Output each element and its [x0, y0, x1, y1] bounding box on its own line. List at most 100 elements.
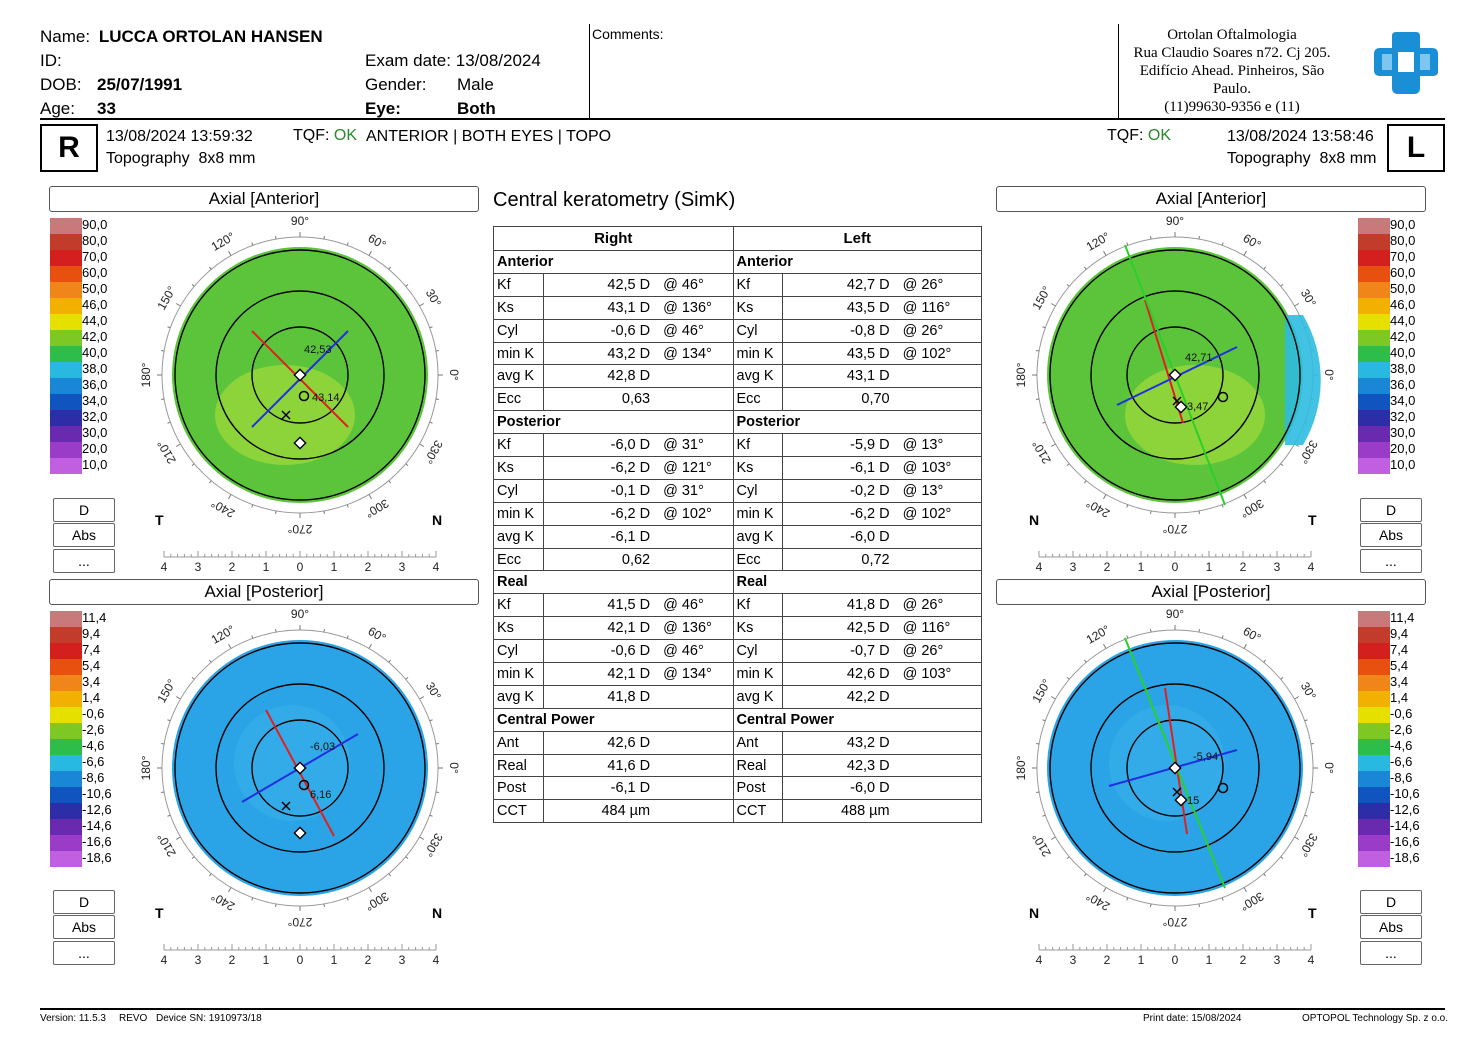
apex-marker	[1168, 761, 1182, 775]
dial-tick	[1036, 743, 1040, 745]
simk-row: Kf -6,0 D @ 31° Kf -5,9 D @ 13°	[493, 433, 982, 458]
scale-step: 36,0	[1358, 377, 1438, 394]
simk-cell: @ 136°	[653, 295, 734, 320]
dial-tick	[1221, 897, 1224, 901]
right-posterior-topography-map[interactable]: 90° 60° 30° 0° 330° 300° 270° 240° 210° 180° 150° 1…	[130, 603, 470, 973]
simk-cell: -6,0 D	[542, 433, 654, 458]
scale-step: 9,4	[1358, 626, 1438, 643]
vertex-marker	[281, 801, 291, 811]
right-anterior-d-button[interactable]: D	[53, 498, 115, 522]
ruler-label: 1	[263, 560, 270, 574]
ruler-label: 0	[1172, 560, 1179, 574]
simk-cell	[653, 524, 734, 549]
left-anterior-more-button[interactable]: ...	[1360, 549, 1422, 573]
right-posterior-map-title: Axial [Posterior]	[49, 579, 479, 605]
dial-tick	[1042, 814, 1046, 817]
scale-swatch	[50, 691, 82, 707]
left-anterior-d-button[interactable]: D	[1360, 498, 1422, 522]
simk-cell	[892, 547, 982, 572]
scale-swatch	[1358, 282, 1390, 298]
simk-cell: CCT	[732, 799, 784, 824]
dial-tick	[1066, 283, 1070, 287]
simk-cell: @ 134°	[653, 662, 734, 686]
right-anterior-abs-button[interactable]: Abs	[53, 523, 115, 547]
scale-label: -12,6	[1390, 802, 1420, 817]
simk-cell: 0,63	[542, 387, 654, 412]
angle-label: 0°	[1322, 369, 1336, 381]
simk-cell: Cyl	[732, 318, 784, 343]
left-posterior-d-button[interactable]: D	[1360, 890, 1422, 914]
zone-ring	[1126, 719, 1224, 817]
simk-cell: min K	[493, 341, 544, 366]
right-anterior-more-button[interactable]: ...	[53, 549, 115, 573]
scale-step: 20,0	[50, 441, 130, 458]
right-posterior-abs-button[interactable]: Abs	[53, 915, 115, 939]
simk-cell: -6,0 D	[782, 776, 893, 801]
footer-company: OPTOPOL Technology Sp. z o.o.	[1302, 1013, 1449, 1024]
dial-tick	[1150, 510, 1152, 514]
dial-tick	[323, 510, 325, 514]
scale-swatch	[50, 835, 82, 851]
scale-step: 50,0	[1358, 281, 1438, 298]
scale-step: 38,0	[50, 361, 130, 378]
dial-tick	[1042, 719, 1046, 722]
right-posterior-more-button[interactable]: ...	[53, 941, 115, 965]
left-tqf: TQF: OK	[1107, 127, 1172, 144]
scale-label: 38,0	[1390, 361, 1416, 376]
apex-marker	[293, 761, 307, 775]
dial-tick	[323, 903, 325, 907]
scale-swatch	[1358, 851, 1390, 867]
comments-label: Comments:	[592, 26, 664, 42]
apex-marker	[1168, 368, 1182, 382]
ruler-label: 3	[1274, 560, 1281, 574]
left-anterior-topography-map[interactable]: 90°60°30°0°330°300°270°240°210°180°150°1…	[1005, 210, 1345, 580]
nasal-label: N	[1029, 512, 1040, 528]
scale-swatch	[50, 627, 82, 643]
simk-cell: @ 26°	[892, 318, 982, 343]
dial-tick	[1083, 659, 1087, 663]
dial-tick	[175, 443, 181, 447]
angle-label: 180°	[139, 362, 153, 387]
simk-cell	[892, 524, 982, 549]
dial-tick	[405, 676, 409, 680]
left-posterior-more-button[interactable]: ...	[1360, 941, 1422, 965]
angle-label: 60°	[1241, 231, 1264, 252]
ruler-label: 2	[229, 560, 236, 574]
dial-tick	[161, 350, 165, 352]
pupil-center-marker	[298, 390, 310, 402]
angle-label: 240°	[209, 889, 238, 914]
right-anterior-topography-map[interactable]: 90° 60° 30° 0° 330° 300° 270° 240° 210° 180° 150° 1…	[130, 210, 470, 580]
simk-cell: 0,62	[542, 547, 654, 572]
simk-cell: 484 µm	[542, 799, 654, 824]
dial-tick	[1103, 250, 1107, 256]
left-posterior-abs-button[interactable]: Abs	[1360, 915, 1422, 939]
divider	[589, 24, 590, 118]
ruler-label: 1	[263, 953, 270, 967]
ruler-label: 4	[433, 953, 440, 967]
ruler-label: 3	[1070, 560, 1077, 574]
simk-cell: Central Power	[493, 707, 734, 732]
scale-label: 36,0	[82, 377, 108, 392]
right-posterior-d-button[interactable]: D	[53, 890, 115, 914]
dial-tick	[228, 250, 232, 256]
left-anterior-abs-button[interactable]: Abs	[1360, 523, 1422, 547]
scale-swatch	[1358, 362, 1390, 378]
simk-cell	[892, 364, 982, 389]
left-eye-datetime: 13/08/2024 13:58:46	[1227, 128, 1374, 145]
dial-tick	[435, 350, 439, 352]
scale-swatch	[50, 458, 82, 474]
left-posterior-topography-map[interactable]: 90° 60° 30° 0° 330° 300° 270° 240° 210° 180° 150° 1…	[1005, 603, 1345, 973]
left-eye-mode: Topography 8x8 mm	[1227, 150, 1377, 167]
scale-swatch	[50, 723, 82, 739]
scale-swatch	[50, 346, 82, 362]
simk-cell: @ 46°	[653, 639, 734, 664]
dial-tick	[1294, 303, 1300, 307]
scale-label: 5,4	[82, 658, 101, 673]
angle-label: 270°	[1162, 915, 1187, 929]
footer-print-date: Print date: 15/08/2024	[1143, 1013, 1242, 1024]
dial-tick	[346, 635, 349, 639]
simk-cell: -6,1 D	[542, 776, 654, 801]
ruler-label: 2	[365, 560, 372, 574]
angle-label: 240°	[1084, 496, 1113, 521]
dial-tick	[275, 510, 277, 514]
